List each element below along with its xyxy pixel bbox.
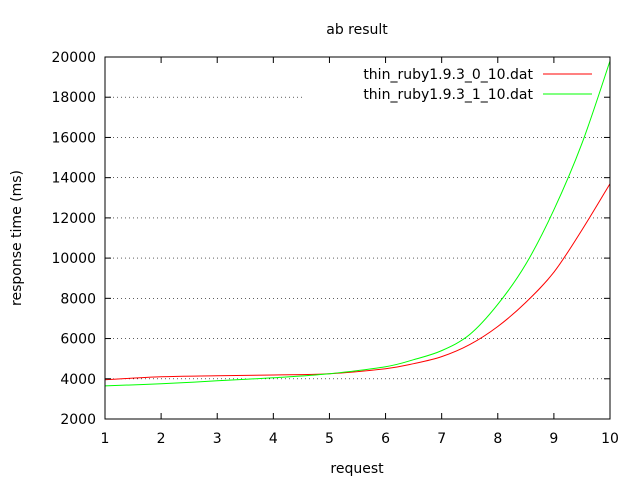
ticks: 2000 4000 6000 8000 10000 12000 14000 16000 1800… (51, 50, 618, 447)
x-tick-label: 2 (157, 431, 166, 447)
series-line-2 (104, 60, 611, 387)
y-tick-label: 8000 (60, 291, 96, 307)
x-tick-label: 7 (437, 431, 446, 447)
series-group (104, 60, 611, 387)
grid (105, 96, 610, 380)
plot-frame (104, 56, 611, 420)
y-tick-label: 2000 (60, 412, 96, 428)
y-tick-label: 4000 (60, 372, 96, 388)
series-line-1 (104, 183, 611, 381)
x-tick-label: 8 (493, 431, 502, 447)
x-tick-label: 4 (269, 431, 278, 447)
y-tick-label: 12000 (51, 211, 96, 227)
x-tick-label: 5 (325, 431, 334, 447)
chart-title: ab result (326, 22, 388, 38)
legend-label-1: thin_ruby1.9.3_0_10.dat (363, 67, 533, 83)
y-tick-label: 18000 (51, 90, 96, 106)
y-tick-label: 16000 (51, 130, 96, 146)
x-tick-label: 1 (101, 431, 110, 447)
y-tick-label: 6000 (60, 332, 96, 348)
y-tick-label: 14000 (51, 171, 96, 187)
x-tick-label: 6 (381, 431, 390, 447)
x-tick-label: 3 (213, 431, 222, 447)
y-axis-label: response time (ms) (9, 170, 25, 306)
y-tick-label: 10000 (51, 251, 96, 267)
legend-label-2: thin_ruby1.9.3_1_10.dat (363, 87, 533, 103)
y-tick-label: 20000 (51, 50, 96, 66)
x-tick-label: 10 (601, 431, 619, 447)
legend: thin_ruby1.9.3_0_10.dat thin_ruby1.9.3_1_… (363, 67, 592, 103)
x-axis-label: request (330, 461, 384, 477)
x-tick-label: 9 (549, 431, 558, 447)
